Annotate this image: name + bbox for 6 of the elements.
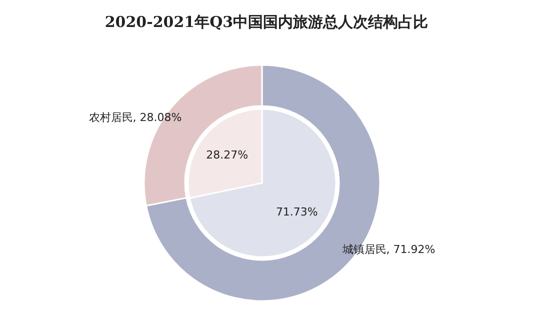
pie-slice — [188, 108, 337, 258]
chart-title: 2020-2021年Q3中国国内旅游总人次结构占比 — [104, 13, 428, 31]
slice-label: 城镇居民, 71.92% — [341, 243, 436, 256]
slice-label: 农村居民, 28.08% — [88, 110, 182, 124]
data-label: 28.27% — [206, 148, 248, 162]
data-label: 71.73% — [276, 205, 318, 218]
